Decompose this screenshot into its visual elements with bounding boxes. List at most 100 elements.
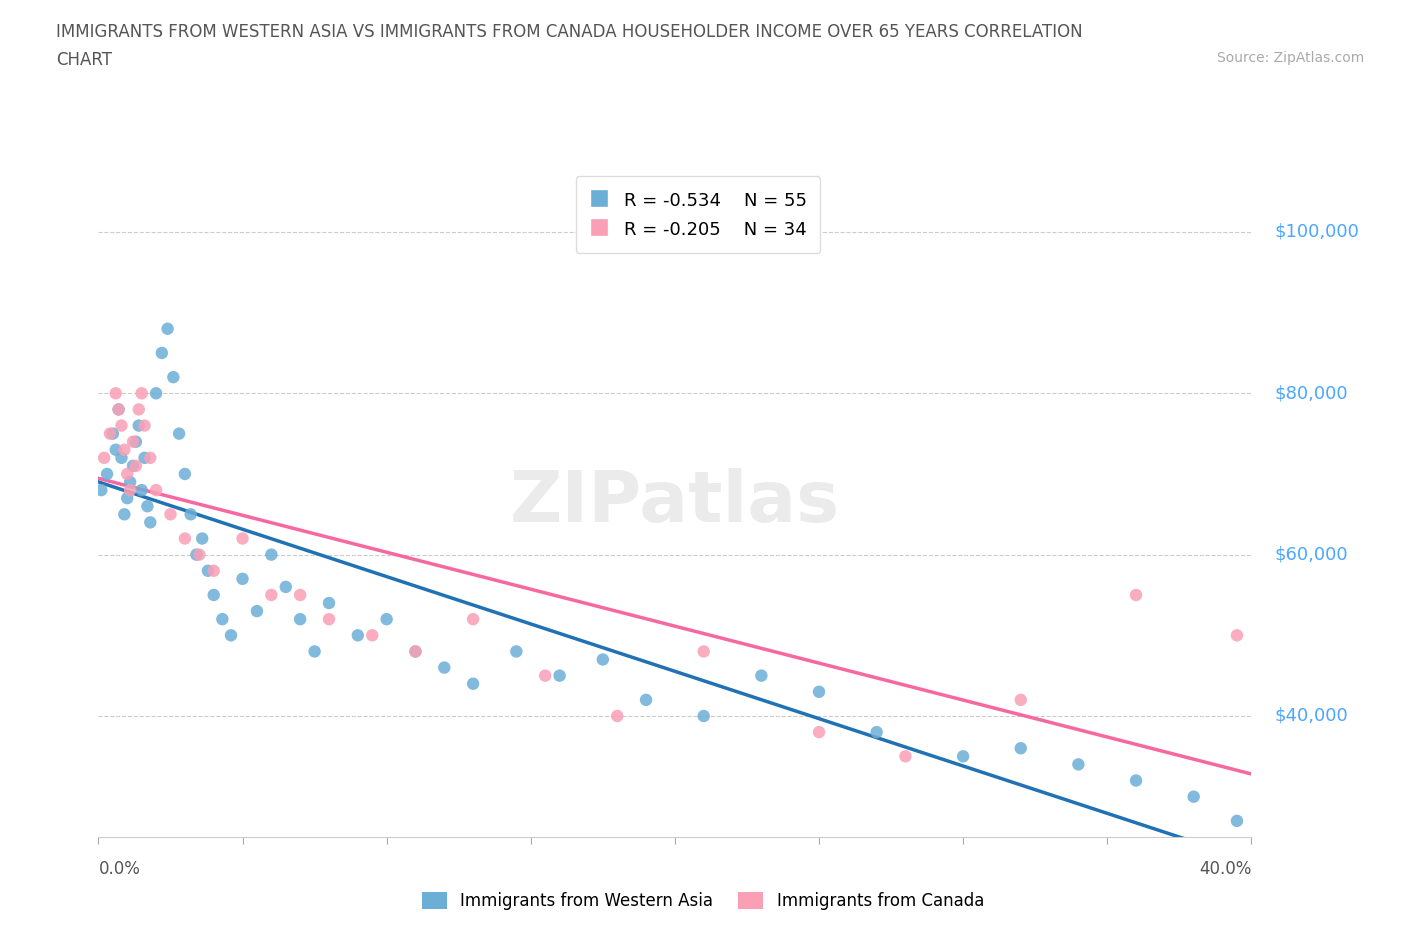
Point: [290, 588, 312, 603]
Point: [112, 507, 135, 522]
Point: [150, 346, 173, 361]
Point: [96, 467, 118, 482]
Point: [120, 483, 142, 498]
Point: [534, 669, 557, 684]
Point: [122, 434, 145, 449]
Point: [117, 491, 138, 506]
Point: [246, 604, 269, 618]
Point: [117, 467, 138, 482]
Point: [346, 628, 368, 643]
Point: [505, 644, 527, 658]
Point: [361, 628, 384, 643]
Point: [125, 458, 148, 473]
Point: [405, 644, 427, 658]
Point: [125, 434, 148, 449]
Point: [375, 612, 398, 627]
Point: [122, 458, 145, 473]
Point: [866, 724, 889, 739]
Point: [807, 724, 830, 739]
Point: [461, 612, 484, 627]
Point: [1182, 790, 1205, 804]
Point: [104, 386, 127, 401]
Point: [304, 644, 326, 658]
Point: [107, 402, 129, 417]
Point: [93, 450, 115, 465]
Point: [197, 564, 219, 578]
Point: [260, 547, 283, 562]
Point: [318, 595, 340, 610]
Text: 0.0%: 0.0%: [98, 860, 141, 878]
Point: [1125, 773, 1147, 788]
Point: [274, 579, 297, 594]
Point: [606, 709, 628, 724]
Point: [548, 669, 571, 684]
Point: [156, 321, 179, 336]
Point: [202, 564, 225, 578]
Point: [101, 426, 124, 441]
Point: [188, 547, 211, 562]
Point: [167, 426, 190, 441]
Y-axis label: Householder Income Over 65 years: Householder Income Over 65 years: [0, 355, 8, 649]
Text: $40,000: $40,000: [1274, 707, 1348, 725]
Point: [104, 443, 127, 458]
Point: [202, 588, 225, 603]
Point: [180, 507, 202, 522]
Point: [751, 669, 773, 684]
Point: [110, 418, 132, 433]
Point: [131, 386, 153, 401]
Point: [134, 418, 156, 433]
Point: [134, 450, 156, 465]
Point: [433, 660, 456, 675]
Point: [693, 644, 716, 658]
Text: $100,000: $100,000: [1274, 223, 1360, 241]
Point: [952, 749, 974, 764]
Point: [592, 652, 614, 667]
Point: [162, 370, 184, 385]
Point: [131, 483, 153, 498]
Legend: Immigrants from Western Asia, Immigrants from Canada: Immigrants from Western Asia, Immigrants…: [415, 885, 991, 917]
Legend: R = -0.534    N = 55, R = -0.205    N = 34: R = -0.534 N = 55, R = -0.205 N = 34: [575, 177, 820, 253]
Point: [894, 749, 917, 764]
Point: [128, 402, 150, 417]
Text: Source: ZipAtlas.com: Source: ZipAtlas.com: [1216, 51, 1364, 65]
Text: IMMIGRANTS FROM WESTERN ASIA VS IMMIGRANTS FROM CANADA HOUSEHOLDER INCOME OVER 6: IMMIGRANTS FROM WESTERN ASIA VS IMMIGRAN…: [56, 23, 1083, 41]
Point: [186, 547, 208, 562]
Point: [90, 483, 112, 498]
Point: [145, 483, 167, 498]
Text: ZIPatlas: ZIPatlas: [510, 468, 839, 537]
Text: $60,000: $60,000: [1274, 546, 1348, 564]
Point: [174, 467, 197, 482]
Text: 40.0%: 40.0%: [1199, 860, 1251, 878]
Point: [211, 612, 233, 627]
Point: [231, 571, 254, 586]
Point: [110, 450, 132, 465]
Point: [693, 709, 716, 724]
Point: [98, 426, 121, 441]
Point: [318, 612, 340, 627]
Point: [139, 515, 162, 530]
Point: [807, 684, 830, 699]
Point: [1226, 814, 1249, 829]
Point: [461, 676, 484, 691]
Point: [145, 386, 167, 401]
Point: [1010, 741, 1032, 756]
Point: [120, 474, 142, 489]
Point: [159, 507, 181, 522]
Point: [1125, 588, 1147, 603]
Point: [128, 418, 150, 433]
Point: [1010, 693, 1032, 708]
Point: [139, 450, 162, 465]
Point: [260, 588, 283, 603]
Point: [112, 443, 135, 458]
Text: CHART: CHART: [56, 51, 112, 69]
Point: [636, 693, 658, 708]
Point: [231, 531, 254, 546]
Point: [1067, 757, 1090, 772]
Point: [219, 628, 242, 643]
Text: $80,000: $80,000: [1274, 384, 1348, 403]
Point: [191, 531, 214, 546]
Point: [174, 531, 197, 546]
Point: [107, 402, 129, 417]
Point: [136, 498, 159, 513]
Point: [290, 612, 312, 627]
